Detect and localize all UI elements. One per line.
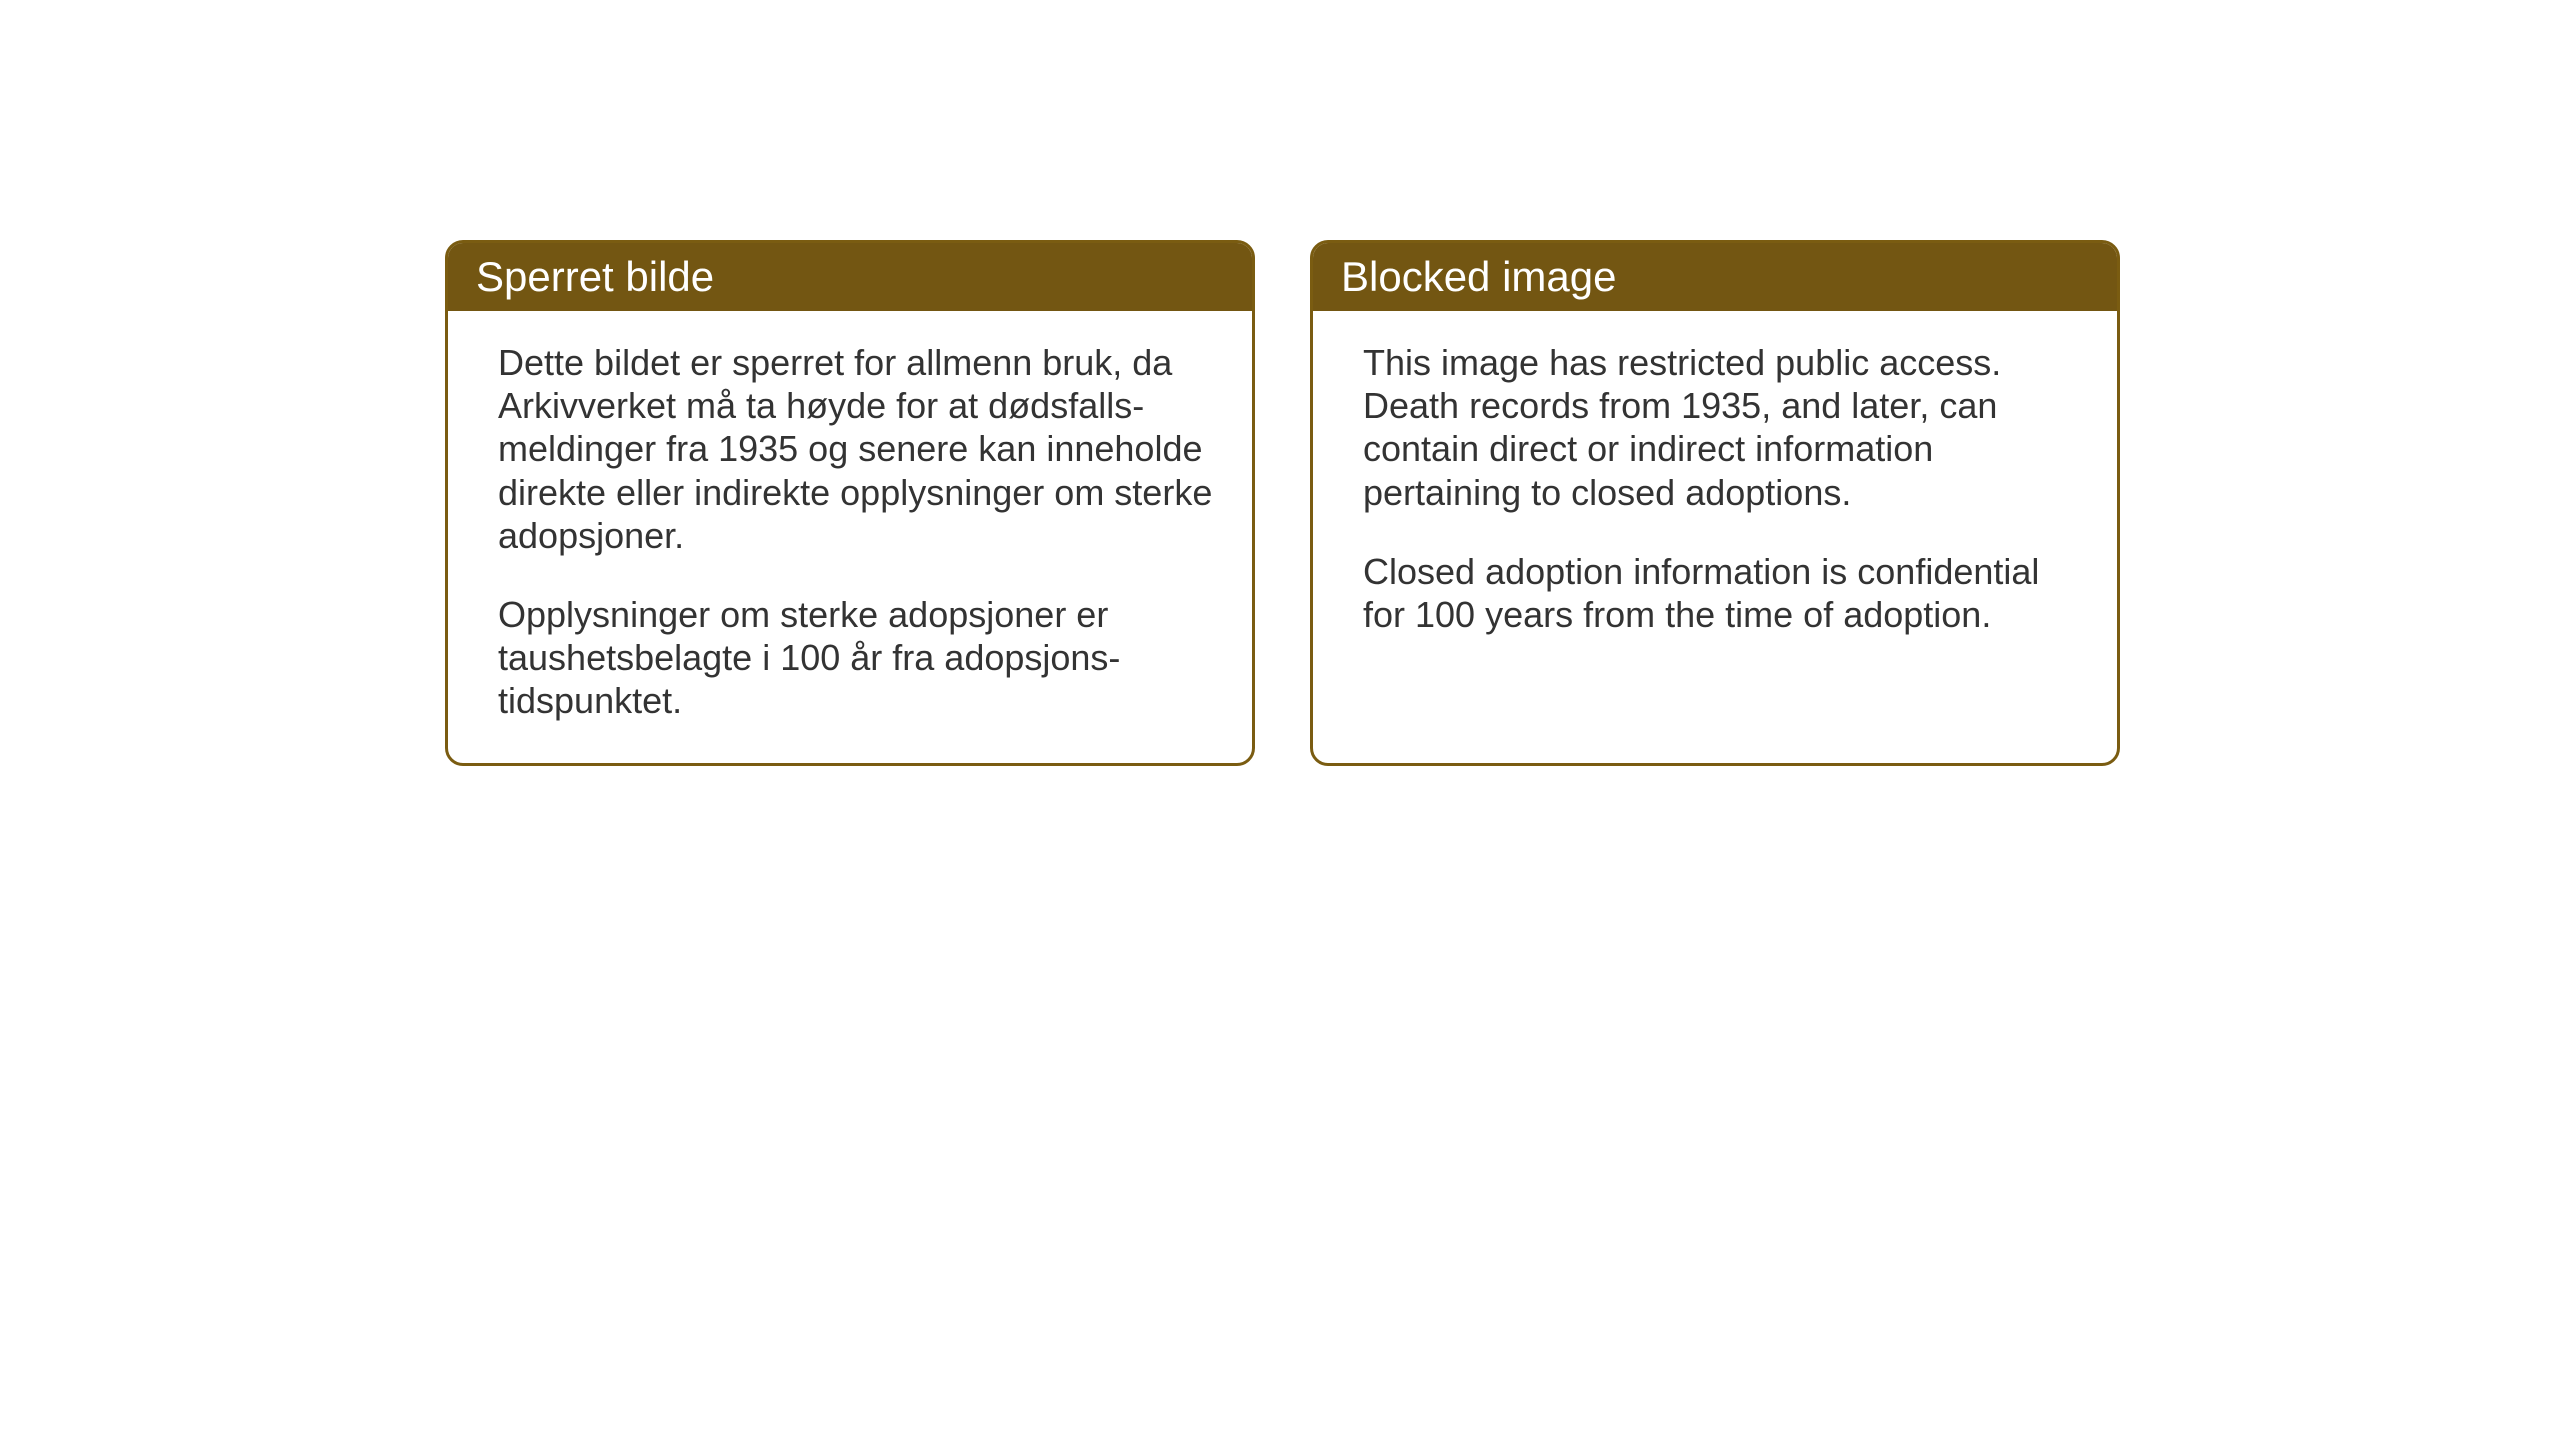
notice-paragraph-2-english: Closed adoption information is confident… — [1363, 550, 2089, 636]
card-header-english: Blocked image — [1313, 243, 2117, 311]
card-header-norwegian: Sperret bilde — [448, 243, 1252, 311]
card-title-norwegian: Sperret bilde — [476, 253, 714, 300]
notice-container: Sperret bilde Dette bildet er sperret fo… — [445, 240, 2120, 766]
blocked-notice-card-english: Blocked image This image has restricted … — [1310, 240, 2120, 766]
notice-paragraph-2-norwegian: Opplysninger om sterke adopsjoner er tau… — [498, 593, 1224, 723]
card-body-english: This image has restricted public access.… — [1313, 311, 2117, 676]
notice-paragraph-1-english: This image has restricted public access.… — [1363, 341, 2089, 514]
blocked-notice-card-norwegian: Sperret bilde Dette bildet er sperret fo… — [445, 240, 1255, 766]
card-title-english: Blocked image — [1341, 253, 1616, 300]
notice-paragraph-1-norwegian: Dette bildet er sperret for allmenn bruk… — [498, 341, 1224, 557]
card-body-norwegian: Dette bildet er sperret for allmenn bruk… — [448, 311, 1252, 763]
